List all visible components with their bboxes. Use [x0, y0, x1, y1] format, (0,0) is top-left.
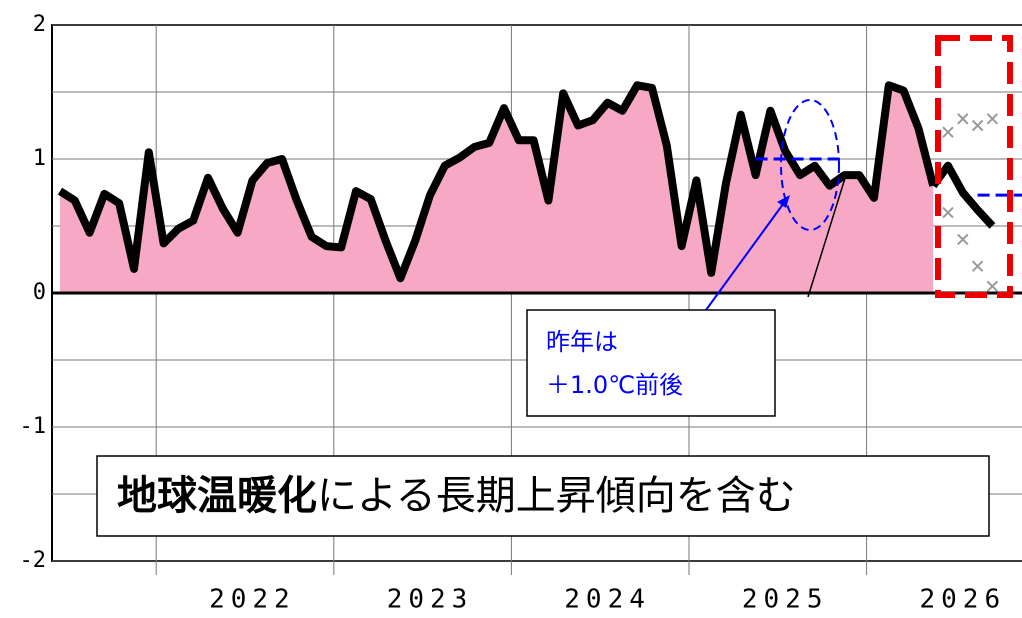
y-tick-label: 2 [33, 12, 46, 37]
cross-marker [957, 233, 969, 246]
y-tick-label: 1 [33, 146, 46, 171]
trend-text: 地球温暖化による長期上昇傾向を含む [117, 473, 796, 519]
cross-marker [986, 113, 999, 125]
callout-box [526, 309, 776, 417]
line [57, 81, 938, 283]
marks [52, 81, 1022, 295]
y-tick-label: -2 [20, 548, 47, 573]
callout-text: 昨年は [546, 328, 618, 356]
callout-text: ＋1.0℃前後 [546, 371, 683, 399]
arrow-head [777, 195, 790, 208]
x-tick-label: 2025 [742, 585, 829, 615]
cross-marker [971, 119, 984, 132]
forecast-box [935, 35, 1013, 298]
arrow-line [705, 199, 787, 311]
x-tick-label: 2023 [387, 585, 474, 615]
y-tick-label: 0 [33, 280, 46, 305]
area [60, 85, 934, 293]
cross-marker [986, 280, 999, 293]
cross-marker [942, 206, 954, 219]
x-tick-label: 2024 [564, 585, 651, 615]
pointer-line [807, 174, 847, 298]
trend-rest: による長期上昇傾向を含む [317, 473, 796, 519]
y-tick-label: -1 [20, 414, 47, 439]
trend-box [96, 455, 990, 537]
cross-marker [942, 126, 954, 138]
cross-marker [957, 113, 969, 125]
line [929, 161, 996, 229]
cross-marker [971, 260, 984, 272]
highlight-ellipse [780, 99, 840, 231]
trend-bold: 地球温暖化 [117, 473, 317, 519]
x-tick-label: 2026 [919, 585, 1006, 615]
x-tick-label: 2022 [209, 585, 296, 615]
